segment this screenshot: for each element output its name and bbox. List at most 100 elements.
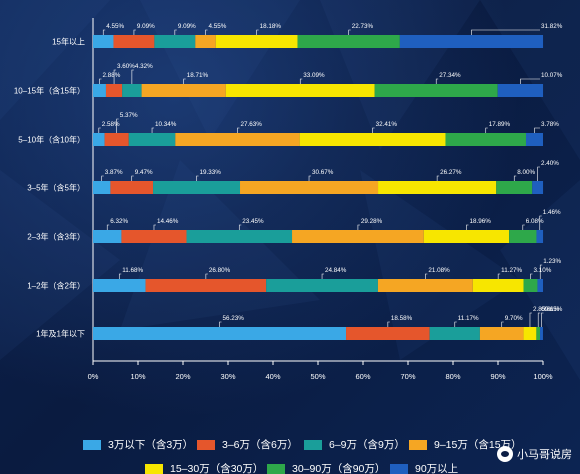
bar-segment-r3-s1	[93, 133, 105, 146]
bar-segment-r3-s2	[104, 133, 129, 146]
data-label-r2-s7: 10.07%	[541, 72, 563, 79]
leader-line-r7-s7	[541, 312, 544, 327]
data-label-r7-s5: 2.85%	[533, 306, 551, 313]
bar-segment-r3-s7	[525, 133, 543, 146]
data-label-r6-s4: 21.08%	[428, 267, 450, 274]
leader-line-r6-s1	[118, 273, 122, 279]
bar-segment-r4-s5	[378, 181, 497, 194]
legend-item-3: 6–9万（含9万）	[304, 437, 405, 452]
category-label-3: 5–10年（含10年）	[18, 135, 85, 145]
data-label-r3-s4: 27.63%	[240, 121, 262, 128]
bar-segment-r1-s1	[93, 35, 114, 48]
leader-line-r6-s2	[205, 273, 208, 279]
bar-segment-r1-s6	[297, 35, 400, 48]
data-label-r4-s6: 8.00%	[517, 169, 535, 176]
leader-line-r4-s6	[513, 175, 517, 181]
leader-line-r4-s2	[131, 175, 134, 181]
bar-segment-r7-s2	[346, 327, 430, 340]
data-label-r1-s1: 4.55%	[106, 23, 124, 30]
leader-line-r5-s1	[106, 224, 110, 230]
data-label-r1-s7: 31.82%	[541, 23, 563, 30]
leader-line-r1-s5	[256, 29, 259, 35]
leader-line-r6-s7	[539, 264, 543, 279]
legend-swatch-7	[390, 463, 408, 474]
legend-label-5: 15–30万（含30万）	[170, 463, 264, 474]
leader-line-r2-s5	[299, 78, 303, 84]
data-label-r6-s7: 1.23%	[543, 258, 561, 265]
bar-segment-r5-s4	[292, 230, 424, 243]
leader-line-r5-s3	[238, 224, 242, 230]
bar-segment-r7-s4	[479, 327, 524, 340]
leader-line-r4-s5	[436, 175, 440, 181]
bar-segment-r4-s1	[93, 181, 111, 194]
leader-line-r1-s1	[102, 29, 106, 35]
x-tick-label-6: 50%	[310, 372, 325, 381]
data-label-r2-s3: 4.32%	[135, 63, 153, 70]
leader-line-r5-s6	[522, 224, 525, 230]
bar-segment-r1-s2	[113, 35, 155, 48]
data-label-r3-s6: 17.89%	[489, 121, 511, 128]
data-label-r5-s3: 23.45%	[242, 218, 264, 225]
bar-segment-r2-s7	[497, 84, 544, 97]
data-label-r2-s2: 3.60%	[117, 63, 135, 70]
leader-line-r4-s3	[196, 175, 199, 181]
background-shape-5	[0, 170, 120, 360]
leader-line-r3-s2	[116, 118, 119, 133]
x-tick-label-3: 20%	[175, 372, 190, 381]
leader-line-r6-s4	[425, 273, 428, 279]
data-label-r3-s1: 2.58%	[102, 121, 120, 128]
legend-label-2: 3–6万（含6万）	[222, 439, 298, 451]
leader-line-r7-s5	[529, 312, 532, 327]
bar-segment-r4-s3	[153, 181, 241, 194]
wechat-icon	[497, 446, 513, 462]
leader-line-r2-s4	[183, 78, 186, 84]
bar-segment-r3-s6	[445, 133, 526, 146]
x-tick-label-5: 40%	[265, 372, 280, 381]
data-label-r7-s6: 0.81%	[541, 306, 559, 313]
data-label-r1-s4: 4.55%	[209, 23, 227, 30]
bar-segment-r3-s5	[299, 133, 446, 146]
bar-segment-r5-s5	[423, 230, 510, 243]
leader-line-r5-s2	[153, 224, 156, 230]
data-label-r1-s2: 9.09%	[137, 23, 155, 30]
bar-segment-r4-s4	[240, 181, 379, 194]
data-label-r4-s5: 26.27%	[440, 169, 462, 176]
bar-segment-r6-s5	[472, 279, 524, 292]
x-tick-label-8: 70%	[400, 372, 415, 381]
category-label-4: 3–5年（含5年）	[27, 183, 85, 193]
x-tick-label-2: 10%	[130, 372, 145, 381]
data-label-r2-s6: 27.34%	[439, 72, 461, 79]
data-label-r6-s5: 11.27%	[501, 267, 522, 274]
chart-legend: 3万以下（含3万） 3–6万（含6万） 6–9万（含9万） 9–15万（含15万…	[0, 428, 580, 474]
data-label-r1-s6: 22.73%	[352, 23, 374, 30]
leader-line-r6-s5	[497, 273, 501, 279]
legend-swatch-2	[197, 439, 215, 450]
x-tick-label-10: 90%	[490, 372, 505, 381]
data-label-r3-s7: 3.78%	[541, 121, 559, 128]
legend-swatch-6	[267, 463, 285, 474]
leader-line-r3-s6	[485, 127, 488, 133]
legend-item-6: 30–90万（含90万）	[267, 461, 385, 474]
bar-segment-r5-s3	[186, 230, 293, 243]
leader-line-r3-s1	[98, 127, 101, 133]
leader-line-r1-s2	[133, 29, 136, 35]
data-label-r2-s1: 2.88%	[102, 72, 120, 79]
bar-segment-r1-s3	[154, 35, 196, 48]
data-label-r3-s2: 5.37%	[120, 112, 138, 119]
data-label-r4-s1: 3.87%	[105, 169, 123, 176]
leader-line-r7-s3	[454, 321, 457, 327]
leader-line-r4-s7	[537, 166, 540, 181]
leader-line-r3-s7	[534, 127, 540, 133]
x-tick-label-1: 0%	[88, 372, 99, 381]
data-label-r3-s3: 10.34%	[155, 121, 177, 128]
data-label-r7-s3: 11.17%	[458, 315, 479, 322]
legend-label-7: 90万以上	[415, 463, 459, 474]
data-label-r4-s4: 30.67%	[312, 169, 334, 176]
leader-line-r3-s3	[151, 127, 155, 133]
watermark: 小马哥说房	[497, 446, 572, 462]
bar-segment-r5-s2	[121, 230, 187, 243]
legend-item-1: 3万以下（含3万）	[83, 437, 193, 452]
legend-label-6: 30–90万（含90万）	[292, 463, 386, 474]
data-label-r5-s4: 29.28%	[361, 218, 383, 225]
data-label-r5-s7: 1.46%	[543, 209, 561, 216]
